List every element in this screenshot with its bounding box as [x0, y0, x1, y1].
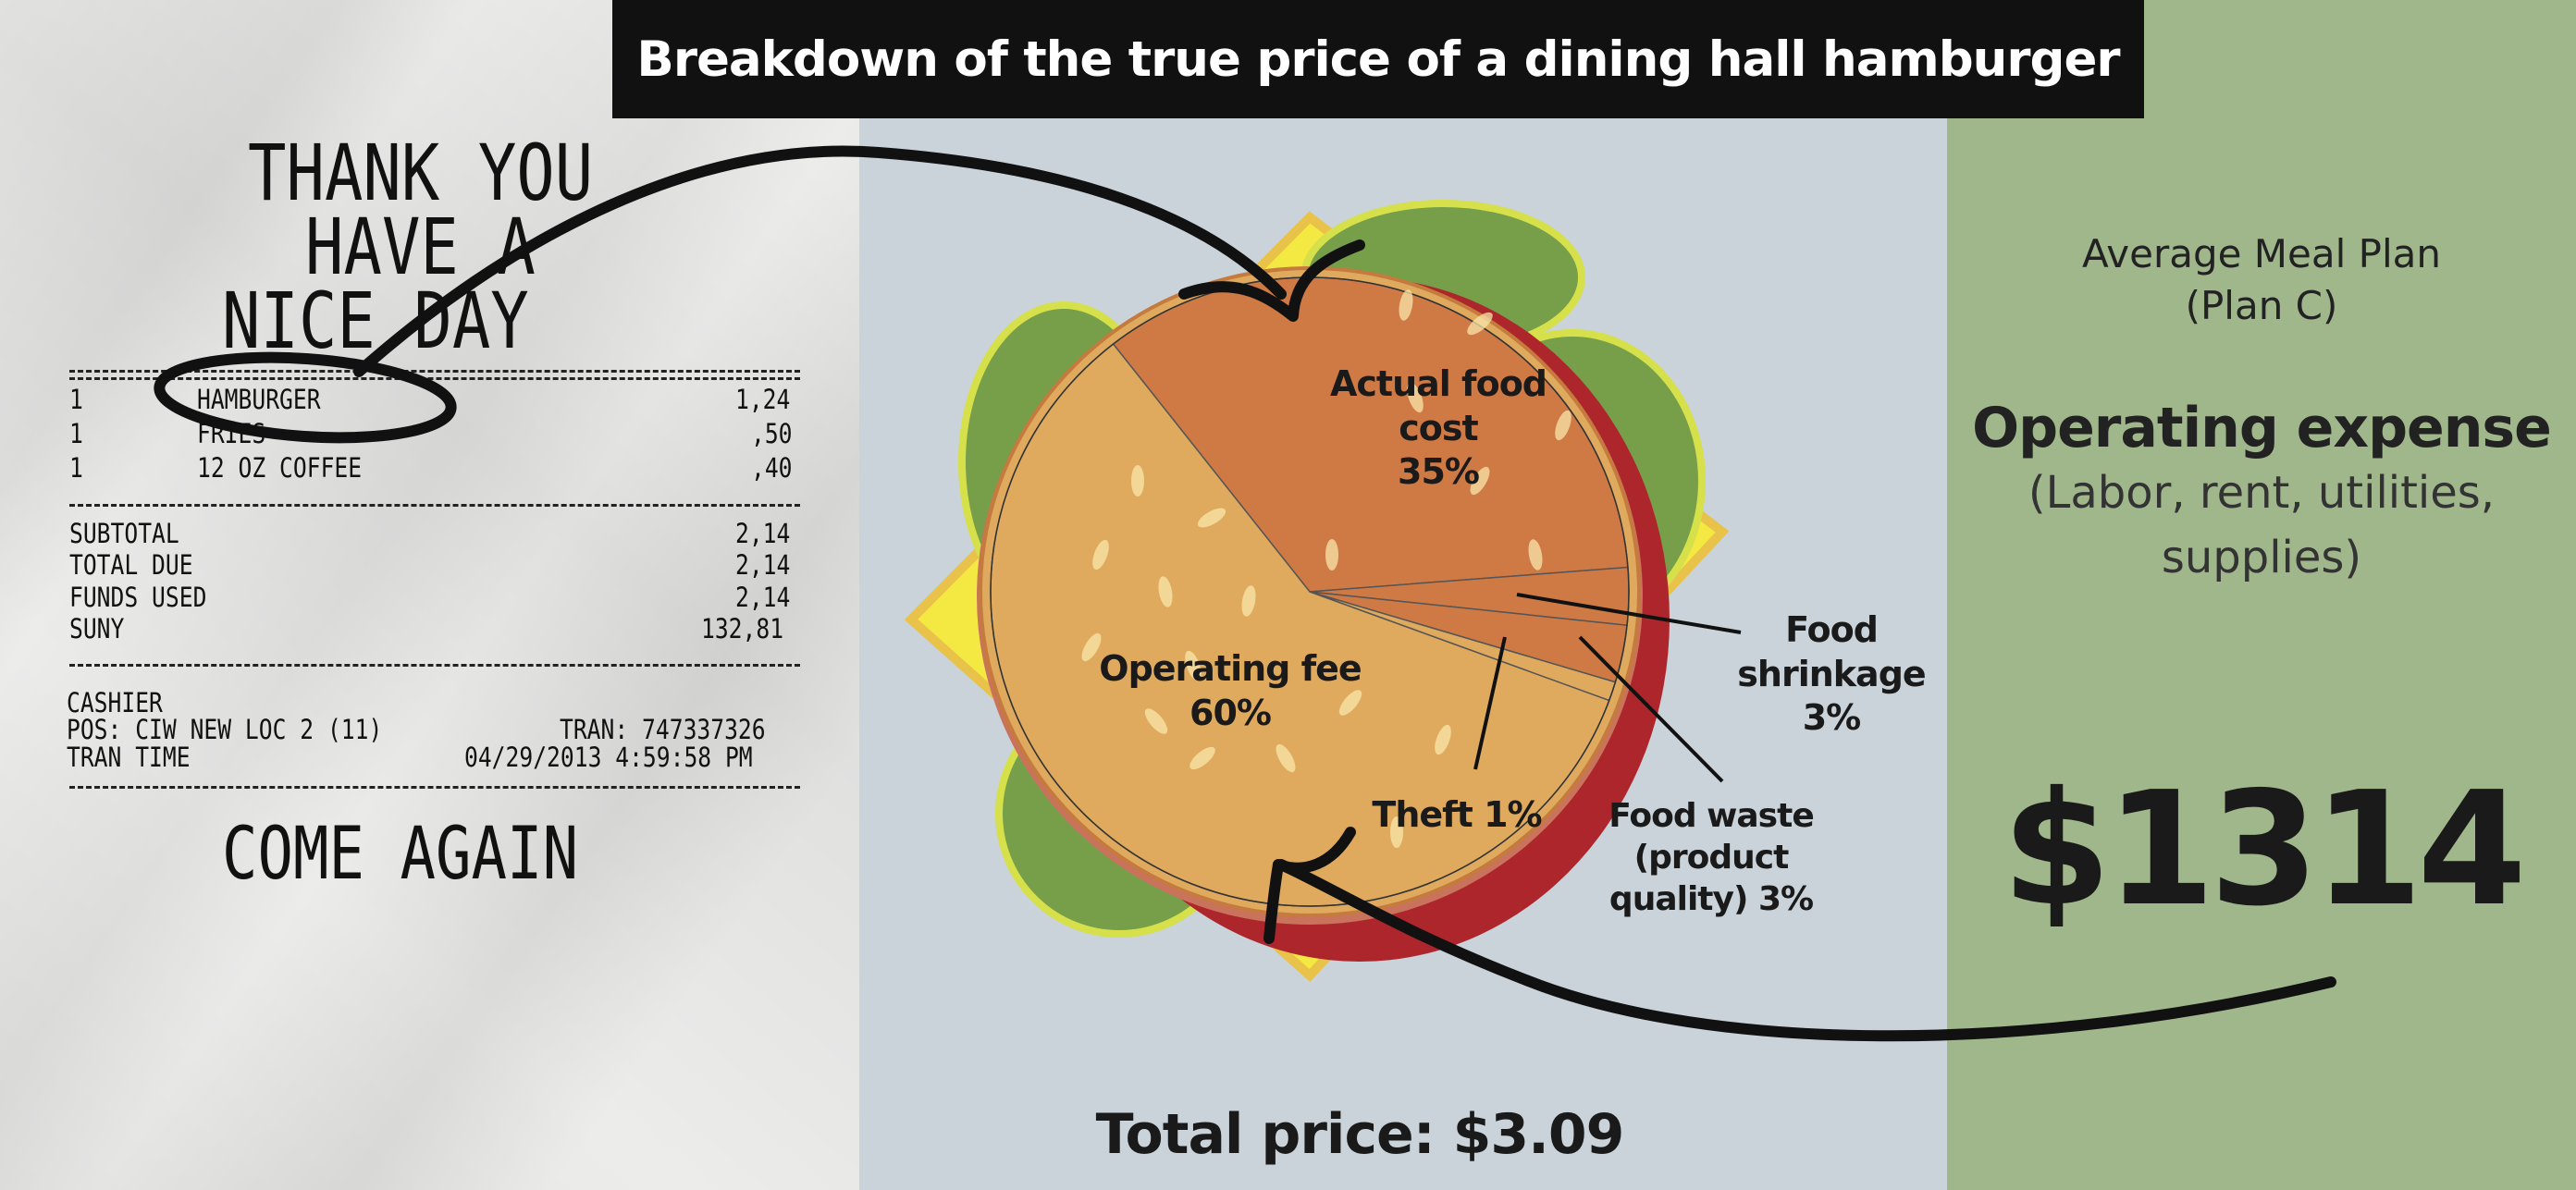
sesame-seed-icon [1197, 508, 1226, 528]
divider [69, 504, 800, 507]
item-qty: 1 [69, 418, 83, 449]
sesame-seed-icon [1399, 289, 1413, 321]
sesame-seed-icon [1092, 539, 1109, 570]
total-due-value: 2,14 [735, 549, 791, 581]
label-line: Food waste [1608, 797, 1815, 835]
sesame-seed-icon [1131, 465, 1144, 497]
sesame-seed-icon [1241, 585, 1256, 617]
label-line: 35% [1398, 451, 1480, 492]
operating-expense-detail: supplies) [2161, 532, 2362, 583]
divider [69, 664, 800, 667]
operating-fee-label: Operating fee 60% [1073, 647, 1387, 735]
operating-expense-detail: (Labor, rent, utilities, [2028, 467, 2496, 519]
page-title: Breakdown of the true price of a dining … [612, 0, 2144, 118]
receipt-header-line: THANK YOU [248, 128, 594, 218]
receipt-header-line: NICE DAY [222, 276, 529, 366]
arrow-head-icon [1178, 239, 1365, 322]
divider [69, 786, 800, 789]
sesame-seed-icon [1528, 539, 1543, 570]
sesame-seed-icon [1144, 708, 1168, 734]
sesame-seed-icon [1555, 410, 1571, 441]
food-shrinkage-label: Food shrinkage 3% [1720, 608, 1942, 741]
sesame-seed-icon [1407, 382, 1424, 413]
sesame-seed-icon [1185, 650, 1202, 681]
funds-used-label: FUNDS USED [69, 582, 207, 613]
receipt-footer: COME AGAIN [222, 813, 579, 896]
item-name: 12 OZ COFFEE [197, 452, 363, 484]
sesame-seeds [1081, 289, 1571, 848]
arrow-meal-plan-to-operating-fee [1276, 859, 2336, 1042]
label-line: Actual food [1330, 363, 1547, 404]
item-price: ,50 [751, 418, 793, 449]
label-line: 60% [1189, 692, 1272, 733]
sesame-seed-icon [1325, 539, 1338, 570]
subtotal-label: SUBTOTAL [69, 518, 179, 549]
meal-plan-amount: $1314 [2002, 758, 2526, 941]
hamburger-circle-annotation [154, 351, 457, 444]
pos-label: POS: CIW NEW LOC 2 (11) [67, 714, 383, 745]
label-line: Operating fee [1099, 648, 1362, 689]
leader-lines [1473, 593, 1742, 783]
label-line: cost [1399, 407, 1478, 448]
label-line: Food [1785, 609, 1879, 650]
divider [69, 377, 800, 380]
tran-number: TRAN: 747337326 [560, 714, 766, 745]
operating-expense-heading: Operating expense [1972, 396, 2552, 460]
divider [69, 370, 800, 373]
sesame-seed-icon [1435, 724, 1451, 755]
subtotal-value: 2,14 [735, 518, 791, 549]
arrow-head-icon [1263, 827, 1356, 944]
sesame-seed-icon [1189, 746, 1215, 770]
sesame-seed-icon [1470, 466, 1490, 496]
label-line: quality) 3% [1608, 880, 1814, 918]
sesame-seed-icon [1338, 690, 1362, 716]
theft-leader-line [1473, 636, 1507, 770]
meal-plan-panel [1947, 0, 2576, 1190]
total-due-label: TOTAL DUE [69, 549, 193, 581]
pie-slices [990, 276, 1630, 907]
sesame-seed-icon [1158, 576, 1173, 607]
label-line: (product [1633, 839, 1790, 877]
item-price: ,40 [751, 452, 793, 484]
label-line: shrinkage [1737, 653, 1926, 694]
sesame-seed-icon [1081, 632, 1102, 662]
arrow-receipt-to-food-cost [353, 145, 1287, 377]
shrinkage-leader-line [1516, 593, 1742, 634]
item-qty: 1 [69, 384, 83, 415]
receipt-panel: THANK YOU HAVE A NICE DAY 1 HAMBURGER 1,… [0, 0, 859, 1190]
meal-plan-plan: (Plan C) [2185, 283, 2338, 328]
item-name: HAMBURGER [197, 384, 321, 415]
tran-time-label: TRAN TIME [67, 742, 191, 773]
item-price: 1,24 [735, 384, 791, 415]
sesame-seed-icon [1390, 816, 1403, 848]
food-cost-label: Actual food cost 35% [1300, 362, 1577, 495]
meal-plan-name: Average Meal Plan [2081, 231, 2441, 276]
theft-label: Theft 1% [1372, 794, 1542, 835]
suny-label: SUNY [69, 613, 125, 644]
sesame-seed-icon [1467, 312, 1493, 336]
suny-value: 132,81 [701, 613, 784, 644]
food-waste-label: Food waste (product quality) 3% [1591, 795, 1831, 920]
funds-used-value: 2,14 [735, 582, 791, 613]
cashier-label: CASHIER [67, 687, 163, 718]
total-price: Total price: $3.09 [1095, 1102, 1625, 1167]
sesame-seed-icon [1276, 743, 1296, 773]
waste-leader-line [1578, 635, 1724, 783]
label-line: 3% [1802, 697, 1862, 738]
item-qty: 1 [69, 452, 83, 484]
tran-time: 04/29/2013 4:59:58 PM [464, 742, 753, 773]
